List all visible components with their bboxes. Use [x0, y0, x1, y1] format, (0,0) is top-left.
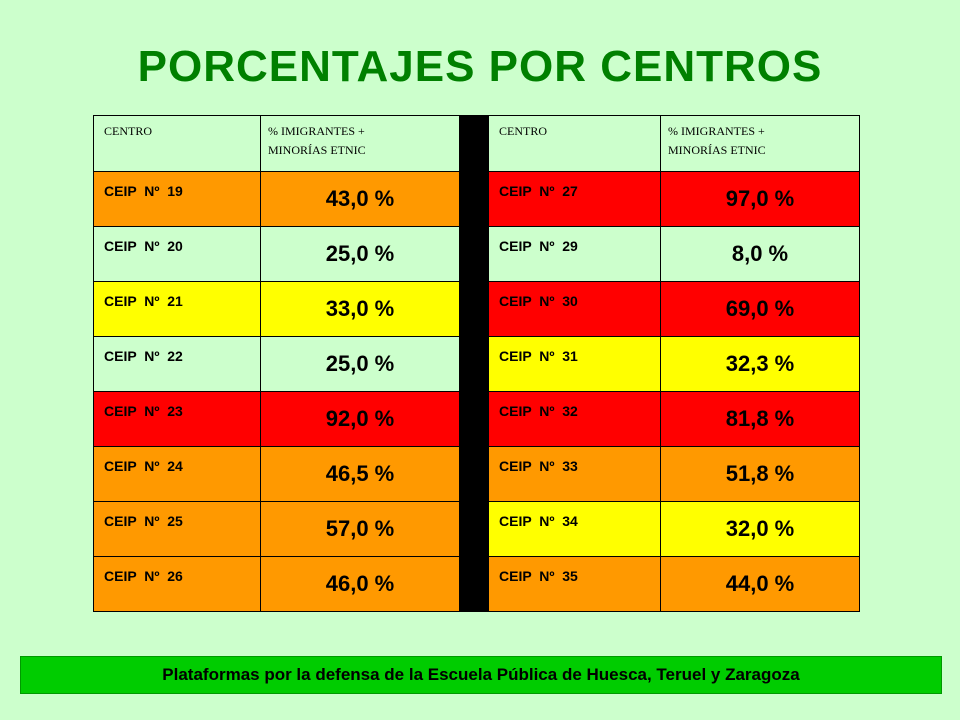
column-separator — [459, 446, 489, 502]
center-percent-right: 81,8 % — [660, 391, 860, 447]
column-separator — [459, 501, 489, 557]
header-percent-line2: MINORÍAS ETNIC — [668, 143, 766, 157]
table-body: CEIP Nº 19 43,0 % CEIP Nº 27 97,0 % CEIP Nº … — [93, 171, 860, 612]
center-name-right: CEIP Nº 34 — [488, 501, 661, 557]
center-name-left: CEIP Nº 24 — [93, 446, 261, 502]
center-percent-right: 32,3 % — [660, 336, 860, 392]
table-row: CEIP Nº 25 57,0 % CEIP Nº 34 32,0 % — [93, 501, 860, 557]
header-center-right: CENTRO — [488, 115, 661, 172]
table-row: CEIP Nº 21 33,0 % CEIP Nº 30 69,0 % — [93, 281, 860, 337]
center-percent-right: 69,0 % — [660, 281, 860, 337]
header-percent-left: % IMIGRANTES + MINORÍAS ETNIC — [260, 115, 460, 172]
center-percent-left: 46,0 % — [260, 556, 460, 612]
center-name-left: CEIP Nº 20 — [93, 226, 261, 282]
table-header-row: CENTRO % IMIGRANTES + MINORÍAS ETNIC CENT… — [93, 115, 860, 172]
center-percent-left: 33,0 % — [260, 281, 460, 337]
column-separator — [459, 226, 489, 282]
footer-banner: Plataformas por la defensa de la Escuela… — [20, 656, 942, 694]
center-percent-right: 97,0 % — [660, 171, 860, 227]
table-row: CEIP Nº 22 25,0 % CEIP Nº 31 32,3 % — [93, 336, 860, 392]
center-name-right: CEIP Nº 30 — [488, 281, 661, 337]
center-name-right: CEIP Nº 31 — [488, 336, 661, 392]
center-percent-left: 92,0 % — [260, 391, 460, 447]
center-name-right: CEIP Nº 27 — [488, 171, 661, 227]
center-name-left: CEIP Nº 26 — [93, 556, 261, 612]
table-row: CEIP Nº 26 46,0 % CEIP Nº 35 44,0 % — [93, 556, 860, 612]
table-row: CEIP Nº 19 43,0 % CEIP Nº 27 97,0 % — [93, 171, 860, 227]
table-row: CEIP Nº 24 46,5 % CEIP Nº 33 51,8 % — [93, 446, 860, 502]
column-separator — [459, 336, 489, 392]
header-percent-right: % IMIGRANTES + MINORÍAS ETNIC — [660, 115, 860, 172]
slide-title: PORCENTAJES POR CENTROS — [137, 42, 823, 91]
center-percent-left: 46,5 % — [260, 446, 460, 502]
center-name-left: CEIP Nº 25 — [93, 501, 261, 557]
centers-table: CENTRO % IMIGRANTES + MINORÍAS ETNIC CENT… — [93, 115, 860, 612]
center-percent-right: 51,8 % — [660, 446, 860, 502]
header-percent-line1: % IMIGRANTES + — [668, 124, 765, 138]
center-name-right: CEIP Nº 29 — [488, 226, 661, 282]
center-name-left: CEIP Nº 21 — [93, 281, 261, 337]
center-name-left: CEIP Nº 23 — [93, 391, 261, 447]
center-name-right: CEIP Nº 33 — [488, 446, 661, 502]
column-separator-header — [459, 115, 489, 172]
center-percent-right: 44,0 % — [660, 556, 860, 612]
table-row: CEIP Nº 20 25,0 % CEIP Nº 29 8,0 % — [93, 226, 860, 282]
center-percent-right: 32,0 % — [660, 501, 860, 557]
center-name-right: CEIP Nº 35 — [488, 556, 661, 612]
center-name-left: CEIP Nº 19 — [93, 171, 261, 227]
column-separator — [459, 556, 489, 612]
column-separator — [459, 281, 489, 337]
column-separator — [459, 171, 489, 227]
header-center-left: CENTRO — [93, 115, 261, 172]
center-percent-left: 43,0 % — [260, 171, 460, 227]
center-percent-left: 25,0 % — [260, 336, 460, 392]
header-percent-line2: MINORÍAS ETNIC — [268, 143, 366, 157]
column-separator — [459, 391, 489, 447]
table-row: CEIP Nº 23 92,0 % CEIP Nº 32 81,8 % — [93, 391, 860, 447]
header-percent-line1: % IMIGRANTES + — [268, 124, 365, 138]
center-name-left: CEIP Nº 22 — [93, 336, 261, 392]
center-percent-left: 57,0 % — [260, 501, 460, 557]
center-percent-right: 8,0 % — [660, 226, 860, 282]
center-name-right: CEIP Nº 32 — [488, 391, 661, 447]
center-percent-left: 25,0 % — [260, 226, 460, 282]
